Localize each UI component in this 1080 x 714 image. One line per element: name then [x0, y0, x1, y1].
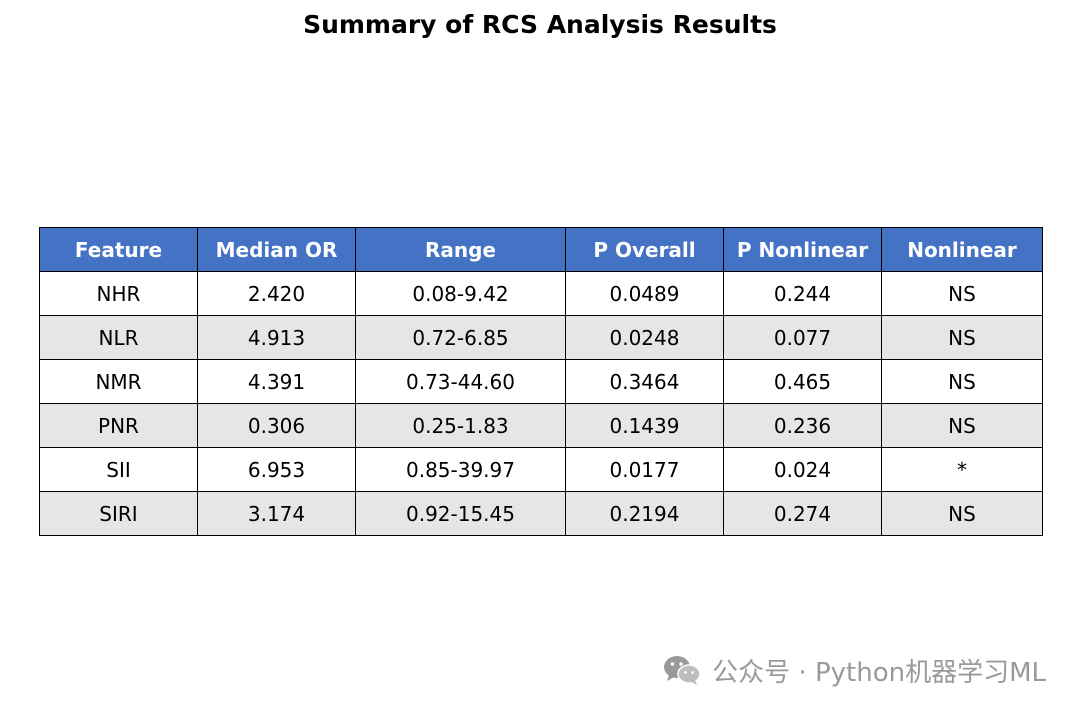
table-cell: SII [39, 447, 198, 492]
column-header: Feature [39, 227, 198, 272]
table-row: NMR 4.391 0.73-44.60 0.3464 0.465 NS [39, 359, 1043, 404]
table-row: SII 6.953 0.85-39.97 0.0177 0.024 * [39, 447, 1043, 492]
table-cell: 0.72-6.85 [355, 315, 566, 360]
watermark-text: 公众号 · Python机器学习ML [712, 657, 1046, 688]
table-cell: 0.0248 [565, 315, 724, 360]
table-cell: 6.953 [197, 447, 356, 492]
wechat-icon [662, 653, 702, 687]
table-cell: NS [881, 315, 1043, 360]
table-cell: 3.174 [197, 491, 356, 536]
column-header: Nonlinear [881, 227, 1043, 272]
column-header: Range [355, 227, 566, 272]
table-cell: 0.2194 [565, 491, 724, 536]
column-header: P Overall [565, 227, 724, 272]
table-cell: SIRI [39, 491, 198, 536]
table-row: NHR 2.420 0.08-9.42 0.0489 0.244 NS [39, 271, 1043, 316]
table-cell: 0.08-9.42 [355, 271, 566, 316]
table-cell: PNR [39, 403, 198, 448]
table-cell: NLR [39, 315, 198, 360]
table-cell: 0.077 [723, 315, 882, 360]
table-cell: 0.306 [197, 403, 356, 448]
table-cell: NMR [39, 359, 198, 404]
table-cell: NS [881, 271, 1043, 316]
table-cell: NHR [39, 271, 198, 316]
table-cell: 0.274 [723, 491, 882, 536]
table-cell: 0.244 [723, 271, 882, 316]
watermark: 公众号 · Python机器学习ML [662, 650, 1046, 690]
table-cell: 4.391 [197, 359, 356, 404]
table-cell: 0.25-1.83 [355, 403, 566, 448]
column-header: P Nonlinear [723, 227, 882, 272]
table-header-row: Feature Median OR Range P Overall P Nonl… [39, 227, 1043, 272]
table-cell: * [881, 447, 1043, 492]
table-cell: 0.024 [723, 447, 882, 492]
chart-title: Summary of RCS Analysis Results [303, 10, 777, 39]
table-cell: 0.3464 [565, 359, 724, 404]
table-row: SIRI 3.174 0.92-15.45 0.2194 0.274 NS [39, 491, 1043, 536]
table-cell: 0.1439 [565, 403, 724, 448]
table-cell: NS [881, 403, 1043, 448]
column-header: Median OR [197, 227, 356, 272]
table-cell: NS [881, 359, 1043, 404]
table-cell: 0.0177 [565, 447, 724, 492]
table-cell: NS [881, 491, 1043, 536]
table-cell: 0.236 [723, 403, 882, 448]
table-cell: 0.0489 [565, 271, 724, 316]
results-table: Feature Median OR Range P Overall P Nonl… [39, 227, 1043, 536]
table-cell: 4.913 [197, 315, 356, 360]
table-cell: 0.85-39.97 [355, 447, 566, 492]
table-row: NLR 4.913 0.72-6.85 0.0248 0.077 NS [39, 315, 1043, 360]
table-cell: 0.92-15.45 [355, 491, 566, 536]
table-cell: 0.73-44.60 [355, 359, 566, 404]
table-row: PNR 0.306 0.25-1.83 0.1439 0.236 NS [39, 403, 1043, 448]
table-cell: 0.465 [723, 359, 882, 404]
table-cell: 2.420 [197, 271, 356, 316]
